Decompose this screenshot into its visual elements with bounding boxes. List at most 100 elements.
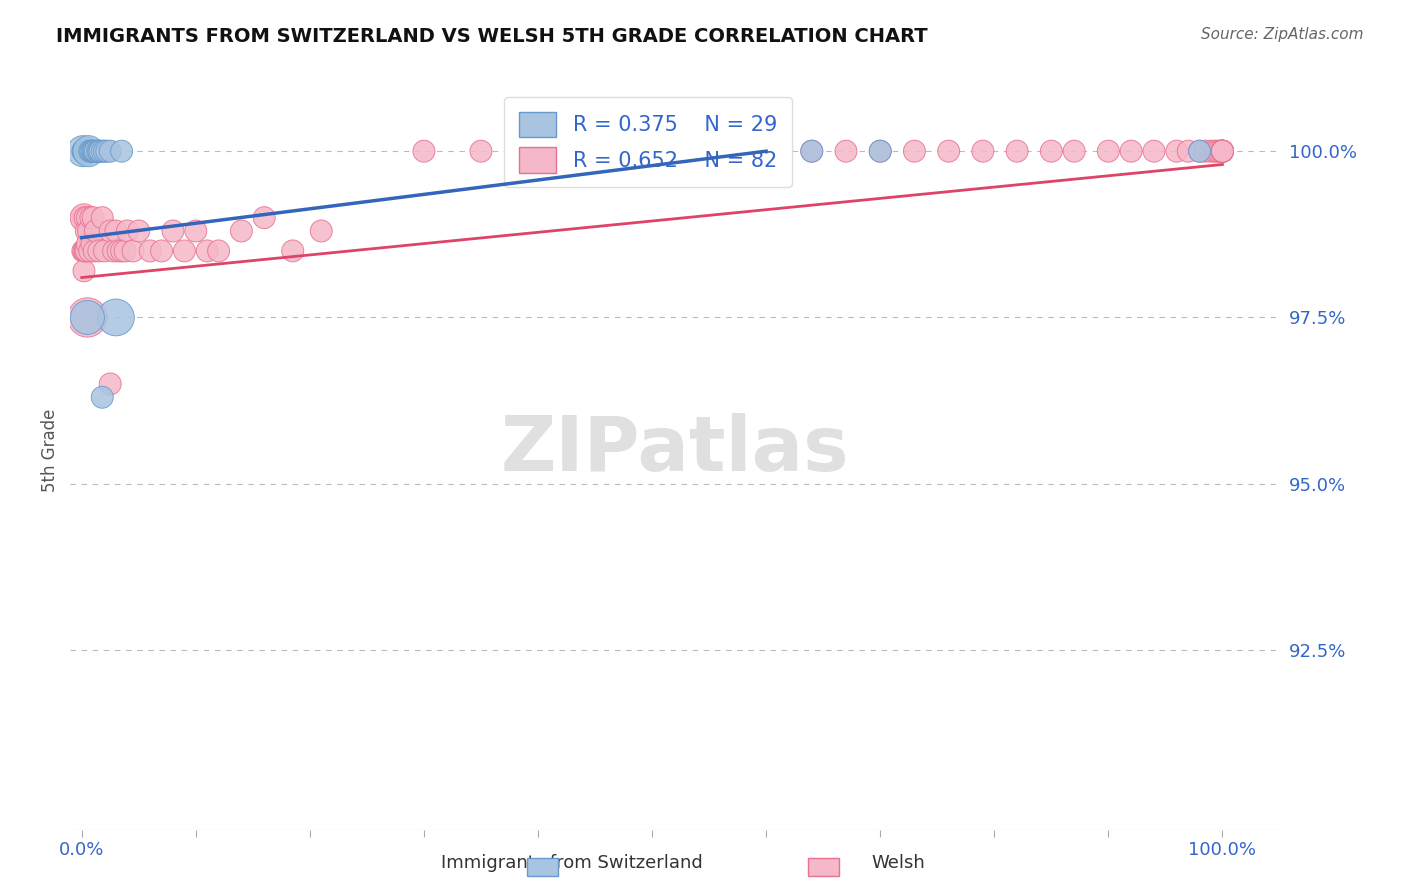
Point (83, 244, 105, 258)
Point (73, 144, 96, 158)
Point (1063, 144, 1085, 158)
Point (733, 144, 755, 158)
Point (87, 244, 110, 258)
Point (1205, 144, 1227, 158)
Point (231, 224, 253, 238)
Point (903, 144, 925, 158)
Point (104, 224, 127, 238)
Point (1040, 144, 1063, 158)
Point (1199, 144, 1222, 158)
Point (1005, 144, 1028, 158)
Point (80, 211, 103, 225)
Point (111, 144, 134, 158)
Point (561, 144, 583, 158)
Point (107, 244, 129, 258)
Point (1211, 144, 1233, 158)
Point (76, 310, 98, 325)
Point (527, 144, 550, 158)
Point (89, 144, 111, 158)
Point (1143, 144, 1166, 158)
Point (75, 211, 97, 225)
Point (1211, 144, 1233, 158)
Point (77, 224, 100, 238)
Point (77, 144, 100, 158)
Point (139, 244, 162, 258)
Y-axis label: 5th Grade: 5th Grade (41, 409, 59, 492)
Point (869, 144, 891, 158)
Legend: R = 0.375    N = 29, R = 0.652    N = 82: R = 0.375 N = 29, R = 0.652 N = 82 (503, 97, 792, 187)
Point (1211, 144, 1233, 158)
Text: Source: ZipAtlas.com: Source: ZipAtlas.com (1201, 27, 1364, 42)
Point (80, 144, 103, 158)
Point (82, 144, 104, 158)
Point (1211, 144, 1233, 158)
Point (103, 244, 125, 258)
Point (207, 244, 229, 258)
Point (1188, 144, 1211, 158)
Point (1097, 144, 1119, 158)
Point (75, 144, 97, 158)
Point (75, 244, 97, 258)
Point (72, 144, 94, 158)
Point (253, 211, 276, 225)
Point (1204, 144, 1226, 158)
Point (91, 390, 114, 404)
Point (76, 237, 98, 252)
Point (72, 211, 94, 225)
Text: Welsh: Welsh (872, 855, 925, 872)
Point (1177, 144, 1199, 158)
Point (413, 144, 436, 158)
Point (73, 264, 96, 278)
Point (869, 144, 891, 158)
Point (162, 224, 184, 238)
Point (104, 310, 127, 325)
Point (1211, 144, 1233, 158)
Point (114, 244, 136, 258)
Point (73, 144, 96, 158)
Point (595, 144, 617, 158)
Point (835, 144, 858, 158)
Point (972, 144, 994, 158)
Text: ZIPatlas: ZIPatlas (501, 414, 849, 487)
Point (75, 144, 97, 158)
Point (75, 144, 97, 158)
Point (111, 244, 134, 258)
Point (697, 144, 720, 158)
Point (72, 244, 94, 258)
Point (766, 144, 789, 158)
Point (91, 144, 114, 158)
Point (733, 144, 755, 158)
Point (1211, 144, 1233, 158)
Point (1211, 144, 1233, 158)
Point (1208, 144, 1230, 158)
Point (184, 224, 207, 238)
Point (73, 211, 96, 225)
Point (72, 144, 94, 158)
Point (309, 224, 332, 238)
Point (1211, 144, 1233, 158)
Text: Immigrants from Switzerland: Immigrants from Switzerland (441, 855, 703, 872)
Point (76, 310, 98, 325)
Point (80, 237, 103, 252)
Point (195, 244, 218, 258)
Point (1211, 144, 1233, 158)
Point (75, 244, 97, 258)
Point (630, 144, 652, 158)
Point (938, 144, 960, 158)
Point (150, 244, 173, 258)
Point (91, 211, 114, 225)
Point (86, 144, 108, 158)
Point (83, 144, 105, 158)
Point (76, 144, 98, 158)
Point (1211, 144, 1233, 158)
Point (128, 224, 150, 238)
Point (173, 244, 195, 258)
Point (84, 144, 107, 158)
Point (82, 211, 104, 225)
Point (98, 376, 121, 391)
Point (117, 224, 139, 238)
Point (1166, 144, 1188, 158)
Point (800, 144, 823, 158)
Point (87, 144, 110, 158)
Point (79, 144, 101, 158)
